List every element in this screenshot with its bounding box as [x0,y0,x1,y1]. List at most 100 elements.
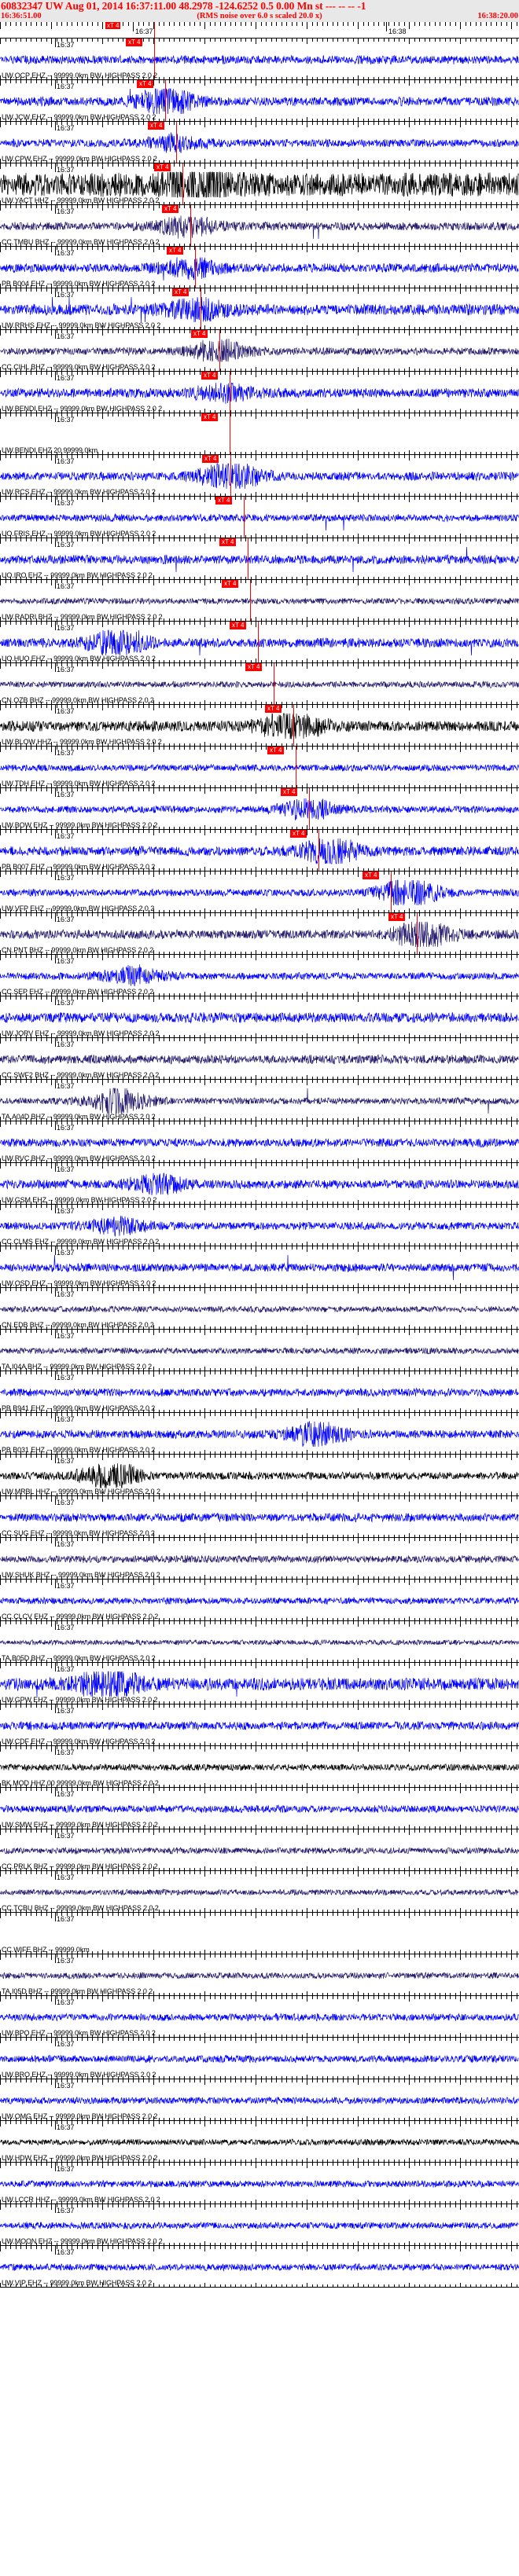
trace-row[interactable]: 16:37 xT 4 UW.RADRI BHZ -- 99999.0km BW HI… [0,580,519,622]
station-label[interactable]: TA.B05D BHZ -- 99999.0km BW HIGHPASS 2.0… [2,1654,156,1662]
pick-badge[interactable]: xT 4 [245,663,263,671]
trace-row[interactable]: 16:37 CC.PRLK BHZ -- 99999.0km BW HIGHPAS… [0,1829,519,1871]
trace-row[interactable]: 16:37 UW.RVC BHZ -- 99999.0km BW HIGHPASS… [0,1121,519,1163]
station-label[interactable]: UW.CPW EHZ -- 99999.0km BW HIGHPASS 2.0 … [2,155,157,163]
trace-row[interactable]: 16:37 xT 4 UW.RCS EHZ -- 99999.0km BW HIGH… [0,455,519,497]
station-label[interactable]: TA.A04D BHZ -- 99999.0km BW HIGHPASS 2.0… [2,1113,156,1121]
station-label[interactable]: UW.OSD EHZ -- 99999.0km BW HIGHPASS 2.0 … [2,1279,156,1287]
station-label[interactable]: CC.PRLK BHZ -- 99999.0km BW HIGHPASS 2.0… [2,1862,158,1870]
station-label[interactable]: UW.BENDI EHZ -- 99999.0km BW HIGHPASS 2.… [2,405,162,413]
pick-badge[interactable]: xT 4 [148,122,165,130]
station-label[interactable]: UW.RCS EHZ -- 99999.0km BW HIGHPASS 2.0 … [2,488,156,496]
trace-row[interactable]: 16:37 xT 4 UW.TDH EHZ -- 99999.0km BW HIGH… [0,747,519,788]
pick-badge[interactable]: xT 4 [267,747,285,754]
pick-badge[interactable]: xT 4 [290,830,307,838]
station-label[interactable]: PB B941 EHZ -- 99999.0km BW HIGHPASS 2.0… [2,1404,155,1412]
trace-row[interactable]: 16:37 xT 4 UW.BENDI EHZ -- 99999.0km BW HI… [0,372,519,413]
pick-badge[interactable]: xT 4 [219,538,237,546]
trace-row[interactable]: 16:37 xT 4 UW.RRHS EHZ -- 99999.0km BW HIG… [0,288,519,330]
station-label[interactable]: UW.SHUK BHZ -- 99999.0km BW HIGHPASS 2.0… [2,1571,160,1579]
trace-row[interactable]: 16:37 CC.TCBU BHZ -- 99999.0km BW HIGHPAS… [0,1871,519,1913]
trace-row[interactable]: 16:37 xT 4 UW.CPW EHZ -- 99999.0km BW HIGH… [0,122,519,163]
station-label[interactable]: CN.PNT BHZ -- 99999.0km BW HIGHPASS 2.0 … [2,946,153,954]
pick-badge[interactable]: xT 4 [162,205,179,213]
trace-row[interactable]: 16:37 xT 4 UW.BLOW HHZ -- 99999.0km BW HIG… [0,705,519,747]
station-label[interactable]: PB B004 EHZ -- 99999.0km BW HIGHPASS 2.0… [2,280,155,288]
trace-row[interactable]: 16:37 CC.SEP EHZ -- 99999.0km BW HIGHPASS… [0,955,519,996]
station-label[interactable]: UW.BENDI EHZ 20 99999.0km [2,446,98,454]
station-label[interactable]: UW.RVC BHZ -- 99999.0km BW HIGHPASS 2.0 … [2,1154,156,1162]
station-label[interactable]: UW.BPO EHZ -- 99999.0km BW HIGHPASS 2.0 … [2,2029,156,2037]
trace-row[interactable]: 16:37 xT 4 CN.OZB BHZ -- 99999.0km BW HIGH… [0,663,519,705]
trace-row[interactable]: 16:37 UW.BRO EHZ -- 99999.0km BW HIGHPASS… [0,2038,519,2079]
station-label[interactable]: UO.FRIS EHZ -- 99999.0km BW HIGHPASS 2.0… [2,530,156,538]
trace-row[interactable]: 16:37 UW.MRBL HHZ -- 99999.0km BW HIGHPAS… [0,1455,519,1496]
trace-row[interactable]: 16:37 CC.WIFE BHZ -- 99999.0km [0,1913,519,1954]
station-label[interactable]: UW.VIP EHZ -- 99999.0km BW HIGHPASS 2.0 … [2,2279,152,2287]
station-label[interactable]: UW.OMG EHZ -- 99999.0km BW HIGHPASS 2.0 … [2,2112,157,2120]
trace-row[interactable]: 16:37 TA.I04A BHZ -- 99999.0km BW HIGHPAS… [0,1330,519,1371]
station-label[interactable]: CN.OZB BHZ -- 99999.0km BW HIGHPASS 2.0 … [2,696,154,704]
trace-row[interactable]: 16:37 TA.B05D BHZ -- 99999.0km BW HIGHPAS… [0,1621,519,1663]
trace-row[interactable]: 16:37 xT 4 UO.FRIS EHZ -- 99999.0km BW HIG… [0,497,519,538]
trace-row[interactable]: 16:37 UW.HDW EHZ -- 99999.0km BW HIGHPASS… [0,2121,519,2163]
station-label[interactable]: UW.HDW EHZ -- 99999.0km BW HIGHPASS 2.0 … [2,2154,157,2162]
pick-badge[interactable]: xT 4 [191,330,208,338]
trace-row[interactable]: 16:37 xT 4 PB B004 EHZ -- 99999.0km BW HIG… [0,247,519,288]
trace-row[interactable]: 16:37 UW.VIP EHZ -- 99999.0km BW HIGHPASS… [0,2246,519,2288]
axis-pick-badge[interactable]: xT 4 [105,22,121,29]
pick-badge[interactable]: xT 4 [388,913,406,921]
station-label[interactable]: CC.CIHL BHZ -- 99999.0km BW HIGHPASS 2.0… [2,363,155,371]
trace-row[interactable]: 16:37 UW.OMG EHZ -- 99999.0km BW HIGHPASS… [0,2079,519,2121]
pick-badge[interactable]: xT 4 [222,580,239,588]
trace-row[interactable]: 16:37 UW.GSM EHZ -- 99999.0km BW HIGHPASS… [0,1163,519,1205]
station-label[interactable]: UW.MOON EHZ -- 99999.0km BW HIGHPASS 2.0… [2,2237,163,2245]
station-label[interactable]: UW.MRBL HHZ -- 99999.0km BW HIGHPASS 2.0… [2,1488,160,1495]
trace-row[interactable]: 16:37 UW.SMW EHZ -- 99999.0km BW HIGHPASS… [0,1788,519,1829]
station-label[interactable]: UW.YACT HHZ -- 99999.0km BW HIGHPASS 2.0… [2,196,159,204]
pick-badge[interactable]: xT 4 [201,372,219,380]
trace-row[interactable]: 16:37 xT 4 UW.OCP EHZ -- 99999.0km BW. HIG… [0,39,519,80]
station-label[interactable]: CC.CLCV EHZ -- 99999.0km BW HIGHPASS 2.0… [2,1613,158,1620]
station-label[interactable]: CC.SEP EHZ -- 99999.0km BW HIGHPASS 2.0 … [2,988,153,996]
station-label[interactable]: TA.I04A BHZ -- 99999.0km BW HIGHPASS 2.0… [2,1363,152,1371]
trace-row[interactable]: 16:37 TA.I05D BHZ -- 99999.0km BW HIGHPAS… [0,1954,519,1996]
station-label[interactable]: CC.TMBU BHZ -- 99999.0km BW HIGHPASS 2.0… [2,238,160,246]
trace-row[interactable]: 16:37 xT 4 UO.HUO EHZ -- 99999.0km BW HIGH… [0,622,519,663]
pick-badge[interactable]: xT 4 [126,39,143,46]
trace-row[interactable]: 16:37 xT 4 CN.PNT BHZ -- 99999.0km BW HIGH… [0,913,519,955]
station-label[interactable]: UO.IRO EHZ -- 99999.0km BW HIGHPASS 2.0 … [2,571,153,579]
pick-badge[interactable]: xT 4 [281,788,298,796]
station-label[interactable]: CN.EDB BHZ -- 99999.0km BW HIGHPASS 2.0 … [2,1321,154,1329]
trace-row[interactable]: 16:37 TA.A04D BHZ -- 99999.0km BW HIGHPAS… [0,1080,519,1121]
station-label[interactable]: UW.VFP EHZ -- 99999.0km BW HIGHPASS 2.0 … [2,905,154,912]
station-label[interactable]: UW.BOW EHZ -- 99999.0km BW HIGHPASS 2.0 … [2,821,157,829]
trace-row[interactable]: 16:37 UW.OSD EHZ -- 99999.0km BW HIGHPASS… [0,1246,519,1288]
trace-row[interactable]: 16:37 CC.CLMS EHZ -- 99999.0km BW HIGHPAS… [0,1205,519,1246]
station-label[interactable]: BK.MOD HHZ 00 99999.0km BW HIGHPASS 2.0 … [2,1779,159,1787]
trace-row[interactable]: 16:37 UW.SHUK BHZ -- 99999.0km BW HIGHPAS… [0,1538,519,1580]
station-label[interactable]: UW.GPW EHZ -- 99999.0km BW HIGHPASS 2.0 … [2,1696,157,1704]
pick-badge[interactable]: xT 4 [172,288,190,296]
station-label[interactable]: UW.TDH EHZ -- 99999.0km BW HIGHPASS 2.0 … [2,780,155,787]
pick-badge[interactable]: xT 4 [363,872,380,879]
trace-row[interactable]: 16:37 CC.SUG EHZ -- 99999.0km BW HIGHPASS… [0,1496,519,1538]
station-label[interactable]: PB B031 EHZ -- 99999.0km BW HIGHPASS 2.0… [2,1446,155,1454]
trace-row[interactable]: 16:37 CC.CLCV EHZ -- 99999.0km BW HIGHPAS… [0,1580,519,1621]
station-label[interactable]: UW.RADRI BHZ -- 99999.0km BW HIGHPASS 2.… [2,613,163,621]
station-label[interactable]: UW.JORV EHZ -- 99999.0km BW HIGHPASS 2.0… [2,1029,160,1037]
trace-row[interactable]: 16:37 xT 4 CC.CIHL BHZ -- 99999.0km BW HIG… [0,330,519,372]
trace-row[interactable]: 16:37 UW.LCCR HHZ -- 99999.0km BW HIGHPAS… [0,2163,519,2204]
station-label[interactable]: UW.SMW EHZ -- 99999.0km BW HIGHPASS 2.0 … [2,1821,158,1829]
pick-badge[interactable]: xT 4 [265,705,282,713]
trace-row[interactable]: 16:37 BK.MOD HHZ 00 99999.0km BW HIGHPASS… [0,1746,519,1788]
station-label[interactable]: TA.I05D BHZ -- 99999.0km BW HIGHPASS 2.0… [2,1987,153,1995]
pick-badge[interactable]: xT 4 [202,455,219,463]
trace-row[interactable]: 16:37 xT 4 UW.JCW EHZ -- 99999.0km BW HIGH… [0,80,519,122]
trace-row[interactable]: 16:37 UW.GPW EHZ -- 99999.0km BW HIGHPASS… [0,1663,519,1704]
trace-row[interactable]: 16:37 CC.SWF2 BHZ -- 99999.0km BW HIGHPAS… [0,1038,519,1080]
pick-badge[interactable]: xT 4 [154,163,171,171]
trace-row[interactable]: 16:37 xT 4 PB B007 EHZ -- 99999.0km BW HIG… [0,830,519,872]
pick-badge[interactable]: xT 4 [230,622,247,629]
trace-row[interactable]: 16:37 UW.MOON EHZ -- 99999.0km BW HIGHPAS… [0,2204,519,2246]
